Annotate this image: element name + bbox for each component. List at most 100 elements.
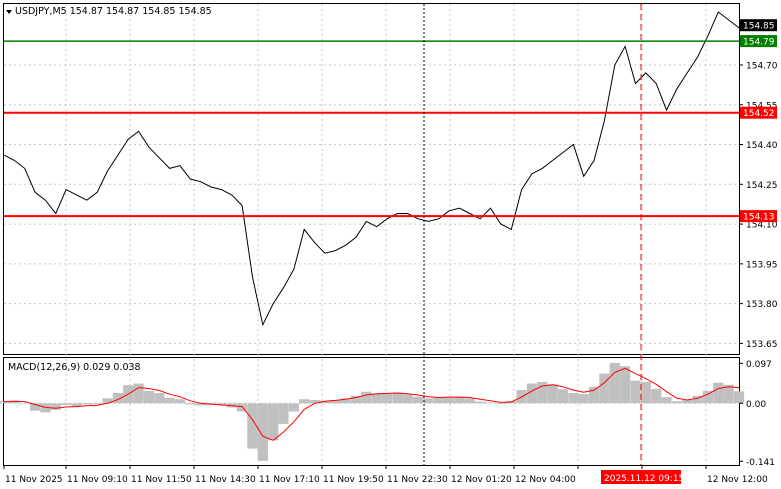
macd-bar [71,403,82,407]
green-level-tag-label: 154.79 [743,38,775,48]
time-label: 12 Nov 01:20 [451,475,512,485]
macd-bar [682,400,693,404]
macd-bar [423,398,434,404]
macd-bar [495,403,506,405]
macd-bar [92,403,103,405]
macd-bar [61,403,72,405]
price-panel[interactable] [3,3,740,355]
symbol-label: USDJPY,M5 154.87 154.87 154.85 154.85 [15,6,212,17]
macd-bar [723,384,734,404]
macd-bar [350,395,362,404]
macd-bar [340,398,351,404]
macd-bar [661,397,672,404]
macd-bar [268,403,279,441]
time-label: 11 Nov 14:30 [195,475,256,485]
macd-bar [319,400,330,404]
macd-bar [475,401,486,404]
time-label: 11 Nov 2025 [5,475,63,485]
red-level-lower-tag-label: 154.13 [743,213,775,223]
price-tick-label: 154.40 [746,141,778,151]
macd-histogram [0,362,745,461]
macd-tick-label: 0.097 [746,360,772,370]
macd-bar [671,401,682,404]
price-tick-label: 153.95 [746,260,778,270]
time-label: 12 Nov 12:00 [707,475,768,485]
macd-bar [216,403,227,406]
macd-bar [609,362,620,404]
red-level-upper-tag [740,106,777,119]
grid [4,4,739,465]
price-line [3,11,740,327]
red-level-upper-tag-label: 154.52 [743,109,775,119]
time-label: 11 Nov 11:50 [131,475,192,485]
macd-bar [392,392,403,404]
macd-bar [133,383,144,404]
macd-bar [381,393,393,404]
price-tick-label: 154.10 [746,221,778,231]
macd-bar [464,398,475,404]
time-label: 11 Nov 17:10 [259,475,320,485]
time-label: 11 Nov 09:10 [67,475,128,485]
time-label: 12 Nov 04:00 [515,475,576,485]
macd-bar [444,396,455,404]
macd-bar [402,394,413,404]
level-lines [4,40,739,218]
highlight-time-tag [601,470,681,484]
macd-bar [0,401,10,404]
macd-tick-label: 0.00 [746,400,766,410]
macd-bar [485,402,496,404]
macd-bar [143,390,154,404]
macd-bar [9,400,20,404]
time-label: 11 Nov 22:30 [387,475,448,485]
macd-bar [112,393,123,404]
macd-bar [257,403,268,461]
macd-bar [299,399,310,404]
price-tick-label: 153.65 [746,340,778,350]
macd-bar [589,386,600,404]
price-series [3,11,740,327]
price-axis[interactable]: 154.70 154.55 154.40 154.25 154.10 153.95 153.… [739,62,778,350]
macd-bar [185,403,196,405]
red-level-lower-tag [740,210,777,223]
macd-signal-line [3,367,740,441]
macd-bar [330,400,341,404]
macd-bar [599,373,610,404]
macd-bar [433,397,444,404]
macd-bar [620,366,631,404]
macd-bar [247,403,258,449]
macd-bar [733,391,745,404]
macd-bar [154,393,165,404]
macd-bar [557,389,569,404]
macd-signal [3,367,740,441]
macd-bar [102,398,113,404]
macd-bar [81,403,92,405]
macd-bar [526,383,538,404]
macd-bar [537,381,548,404]
price-tick-label: 153.80 [746,300,778,310]
macd-bar [278,403,289,424]
price-tick-label: 154.25 [746,181,778,191]
macd-bar [309,400,320,404]
macd-bar [413,396,424,404]
macd-bar [454,397,465,404]
price-tags: 154.85 154.79 154.52 154.13 [740,19,777,223]
price-tick-label: 154.70 [746,62,778,72]
macd-bar [578,394,589,404]
macd-bar [164,397,175,404]
macd-axis[interactable]: 0.097 0.00 -0.141 [739,360,775,468]
macd-label: MACD(12,26,9) 0.029 0.038 [8,362,141,373]
current-price-tag [740,19,777,32]
highlight-time-label: 2025.11.12 09:15 [604,474,684,484]
macd-bar [651,388,662,404]
macd-bar [547,384,558,404]
macd-bar [195,403,206,406]
price-tick-label: 154.55 [746,101,778,111]
macd-bar [630,380,641,404]
macd-bar [371,393,382,404]
collapse-triangle-icon[interactable] [6,10,12,14]
macd-bar [713,382,724,404]
macd-tick-label: -0.141 [746,458,775,468]
current-price-tag-label: 154.85 [743,22,775,32]
macd-bar [50,403,61,410]
